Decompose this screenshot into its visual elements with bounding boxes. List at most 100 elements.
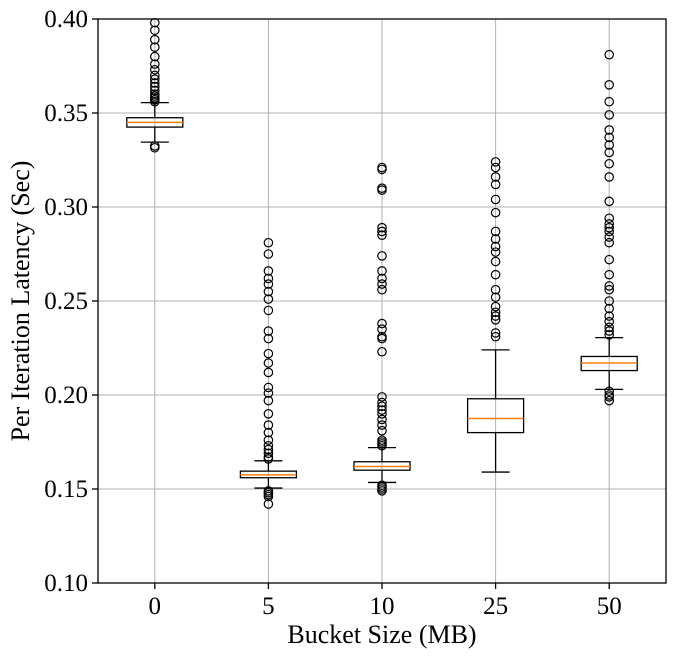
outlier-point — [150, 42, 160, 52]
outlier-point — [377, 408, 387, 419]
y-tick-label: 0.40 — [44, 6, 88, 33]
outlier-point — [263, 440, 274, 451]
outlier-point — [263, 444, 274, 455]
y-tick-label: 0.10 — [44, 570, 88, 597]
outlier-point — [604, 392, 614, 402]
outlier-point — [263, 273, 274, 284]
y-tick-label: 0.30 — [44, 194, 88, 221]
box-25 — [466, 157, 525, 473]
x-tick-label: 0 — [149, 593, 162, 620]
outlier-point — [604, 196, 614, 207]
outlier-point — [604, 232, 614, 242]
outlier-point — [490, 241, 501, 252]
outlier-point — [604, 330, 614, 340]
outlier-point — [490, 172, 501, 182]
outlier-point — [377, 392, 387, 402]
outlier-point — [377, 486, 387, 496]
outlier-point — [263, 333, 274, 344]
outlier-point — [604, 49, 614, 60]
outlier-point — [490, 328, 501, 338]
outlier-point — [377, 185, 387, 195]
outlier-point — [377, 279, 387, 289]
outlier-point — [263, 454, 274, 464]
outlier-point — [490, 162, 501, 173]
outlier-point — [377, 401, 387, 412]
outlier-point — [263, 448, 274, 459]
outlier-point — [377, 318, 387, 329]
y-tick-label: 0.20 — [44, 382, 88, 409]
y-tick-label: 0.15 — [44, 476, 88, 503]
outlier-point — [150, 34, 160, 45]
outlier-point — [604, 269, 614, 280]
outlier-point — [377, 164, 387, 175]
outlier-point — [490, 311, 501, 321]
outlier-point — [490, 234, 501, 244]
y-axis-label: Per Iteration Latency (Sec) — [6, 161, 35, 442]
outlier-point — [263, 420, 274, 430]
outlier-point — [604, 311, 614, 321]
outlier-point — [490, 269, 501, 280]
axis-ticks: 0.10 0.15 0.20 0.25 0.30 0.35 0.40 0 5 10 25 50 — [44, 6, 621, 620]
outlier-point — [377, 333, 387, 344]
outlier-point — [263, 286, 274, 297]
outlier-point — [490, 226, 501, 237]
x-tick-label: 10 — [370, 593, 395, 620]
outlier-point — [490, 247, 501, 257]
outlier-point — [150, 142, 160, 153]
outlier-point — [490, 292, 501, 303]
outlier-point — [263, 382, 274, 393]
y-tick-label: 0.35 — [44, 100, 88, 127]
outlier-point — [490, 301, 501, 312]
outlier-point — [150, 74, 160, 84]
outlier-point — [604, 158, 614, 169]
outlier-point — [150, 70, 160, 81]
outlier-point — [263, 348, 274, 359]
outlier-point — [377, 230, 387, 240]
outlier-point — [263, 358, 274, 368]
outlier-point — [263, 491, 274, 502]
x-axis-label: Bucket Size (MB) — [287, 620, 476, 649]
outlier-point — [377, 222, 387, 233]
outlier-point — [150, 25, 160, 36]
outlier-point — [604, 237, 614, 248]
outlier-point — [263, 367, 274, 378]
outlier-point — [263, 499, 274, 509]
outlier-point — [263, 237, 274, 248]
outlier-point — [263, 395, 274, 406]
outlier-point — [377, 346, 387, 357]
outlier-point — [263, 408, 274, 419]
outlier-point — [604, 254, 614, 265]
outlier-point — [604, 96, 614, 107]
outlier-point — [377, 414, 387, 425]
y-tick-label: 0.25 — [44, 288, 88, 315]
box-5 — [239, 237, 298, 509]
outlier-point — [604, 386, 614, 397]
outlier-point — [604, 226, 614, 237]
outlier-point — [150, 96, 160, 107]
outlier-point — [377, 397, 387, 408]
outlier-point — [604, 303, 614, 314]
outlier-point — [263, 326, 274, 336]
outlier-point — [150, 85, 160, 96]
outlier-point — [604, 140, 614, 150]
outlier-point — [263, 427, 274, 438]
outlier-point — [604, 213, 614, 224]
outlier-point — [263, 266, 274, 276]
outlier-point — [377, 425, 387, 436]
outlier-point — [490, 157, 501, 167]
outlier-point — [604, 125, 614, 135]
box-0 — [126, 17, 184, 153]
outlier-point — [604, 219, 614, 229]
x-tick-label: 5 — [262, 593, 275, 620]
outlier-point — [150, 59, 160, 69]
outlier-point — [150, 78, 160, 88]
outlier-point — [604, 172, 614, 182]
outlier-point — [490, 331, 501, 342]
outlier-point — [604, 281, 614, 291]
box-series — [126, 17, 638, 509]
box-10 — [353, 162, 411, 496]
outlier-point — [150, 51, 160, 62]
outlier-point — [604, 322, 614, 333]
outlier-point — [604, 80, 614, 90]
iqr-box — [466, 398, 525, 434]
